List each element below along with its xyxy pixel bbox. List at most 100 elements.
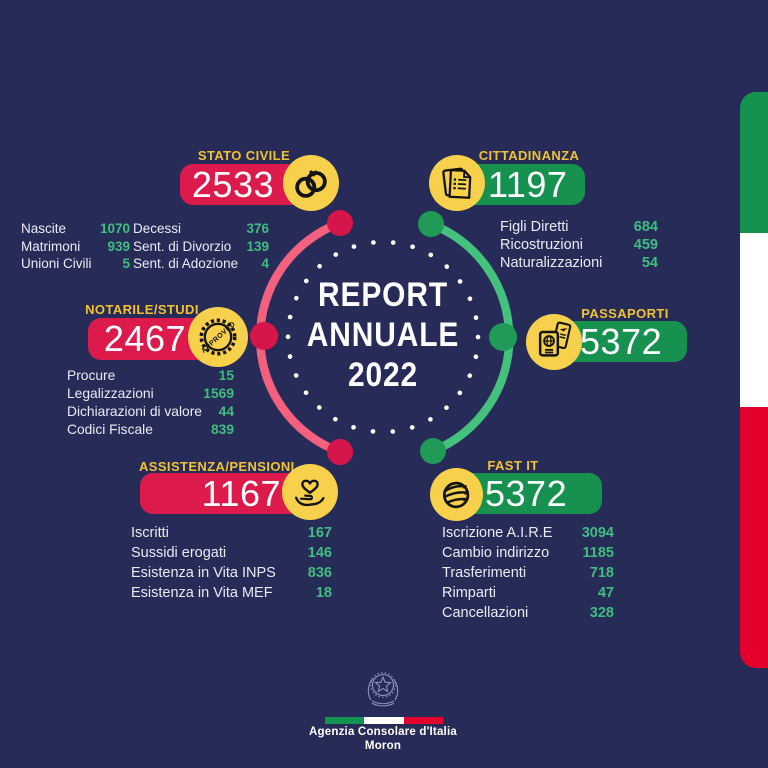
stat-label: Codici Fiscale [67,422,153,437]
stat-label: Sussidi erogati [131,545,227,561]
stat-value: 54 [641,255,658,272]
heart-in-hand-icon [294,479,325,507]
stat-row: Unioni Civili 5 [21,255,130,273]
stat-label: Esistenza in Vita INPS [131,565,276,581]
node-red-bottom [327,439,353,465]
flag-band-red [740,407,768,668]
cittadinanza-icon-circle [429,155,485,211]
stat-value: 684 [633,219,658,235]
section-title-passaporti: PASSAPORTI [581,306,669,321]
node-red-left [250,322,278,350]
agency-name: Agenzia Consolare d'Italia [309,726,457,738]
wedding-rings-icon [295,170,327,198]
agency-location: Moron [364,740,402,752]
passaporti-icon-circle [526,314,582,370]
assistenza-stats: Iscritti 167 Sussidi erogati 146 Esisten… [131,523,332,603]
stat-row: Ricostruzioni 459 [500,236,658,254]
stat-label: Trasferimenti [442,565,527,581]
stat-row: Codici Fiscale 839 [67,421,234,439]
report-title-line2: ANNUALE [306,316,460,354]
stat-label: Cancellazioni [442,605,529,621]
passport-icon [538,321,572,357]
stat-value: 1569 [203,386,234,401]
node-red-top [327,210,353,236]
report-title-line3: 2022 [347,356,419,394]
total-value-fast-it: 5372 [485,472,568,514]
stat-row: Iscritti 167 [131,523,332,543]
stat-row: Sent. di Adozione 4 [133,255,269,273]
stat-value: 3094 [581,525,614,541]
documents-icon [442,167,472,199]
stat-value: 167 [307,525,332,541]
stat-value: 4 [261,256,269,272]
cittadinanza-stats: Figli Diretti 684 Ricostruzioni 459 Natu… [500,218,658,273]
approved-stamp-icon: APPROVED [199,318,237,356]
footer-tricolor-bar [325,717,443,724]
stat-row: Cancellazioni 328 [442,603,614,623]
stat-row: Figli Diretti 684 [500,218,658,236]
italy-flag-strip [740,92,768,668]
stat-row: Procure 15 [67,367,234,385]
total-value-stato-civile: 2533 [191,163,274,205]
tricolor-red [403,717,443,724]
stat-value: 1185 [582,545,614,561]
stat-label: Iscrizione A.I.R.E [442,525,553,541]
stat-row: Nascite 1070 [21,220,130,238]
stat-value: 718 [589,565,614,581]
stat-label: Cambio indirizzo [442,545,550,561]
fast-it-icon-circle [430,468,483,521]
stat-value: 15 [218,368,234,383]
total-pill-fast-it: 5372 [458,473,602,514]
total-value-cittadinanza: 1197 [488,163,568,205]
stat-label: Naturalizzazioni [500,255,603,272]
stat-row: Sussidi erogati 146 [131,543,332,563]
globe-arrows-icon [442,481,469,508]
stat-row: Esistenza in Vita MEF 18 [131,583,332,603]
stat-row: Sent. di Divorzio 139 [133,238,269,256]
stat-row: Cambio indirizzo 1185 [442,543,614,563]
assistenza-icon-circle [282,464,338,520]
stat-row: Legalizzazioni 1569 [67,385,234,403]
notarile-stats: Procure 15 Legalizzazioni 1569 Dichiaraz… [67,367,234,439]
stat-row: Matrimoni 939 [21,238,130,256]
stat-label: Matrimoni [21,238,81,254]
stat-value: 146 [307,545,332,561]
stat-row: Decessi 376 [133,220,269,238]
flag-band-white [740,233,768,407]
stat-value: 139 [246,238,269,254]
stat-value: 1070 [99,221,130,236]
italy-republic-emblem [367,672,399,707]
tricolor-white [364,717,404,724]
stat-value: 376 [246,221,269,236]
section-title-assistenza: ASSISTENZA/PENSIONI [139,459,295,474]
notarile-icon-circle: APPROVED [188,307,248,367]
node-green-top [418,211,444,237]
stat-label: Nascite [21,221,67,236]
stat-label: Iscritti [131,525,169,541]
stat-label: Ricostruzioni [500,237,583,254]
stat-value: 836 [307,565,332,581]
stat-row: Iscrizione A.I.R.E 3094 [442,523,614,543]
section-title-notarile: NOTARILE/STUDI [85,302,199,317]
total-value-notarile: 2467 [103,318,186,359]
section-title-cittadinanza: CITTADINANZA [478,148,580,163]
stat-label: Sent. di Adozione [133,256,239,272]
stat-value: 47 [597,585,614,601]
report-title: REPORT ANNUALE 2022 [277,275,488,395]
stat-value: 328 [589,605,614,621]
stat-row: Esistenza in Vita INPS 836 [131,563,332,583]
stat-row: Dichiarazioni di valore 44 [67,403,234,421]
stat-value: 44 [218,404,234,419]
stat-label: Esistenza in Vita MEF [131,585,273,601]
stat-label: Figli Diretti [500,219,569,235]
tricolor-green [325,717,365,724]
stat-label: Sent. di Divorzio [133,238,232,254]
stat-value: 939 [107,238,130,254]
flag-band-green [740,92,768,233]
node-green-right [489,323,517,351]
stat-row: Naturalizzazioni 54 [500,254,658,272]
stat-label: Legalizzazioni [67,386,154,401]
stato-civile-stats-left: Nascite 1070 Matrimoni 939 Unioni Civili… [21,220,130,273]
stat-value: 18 [315,585,332,601]
